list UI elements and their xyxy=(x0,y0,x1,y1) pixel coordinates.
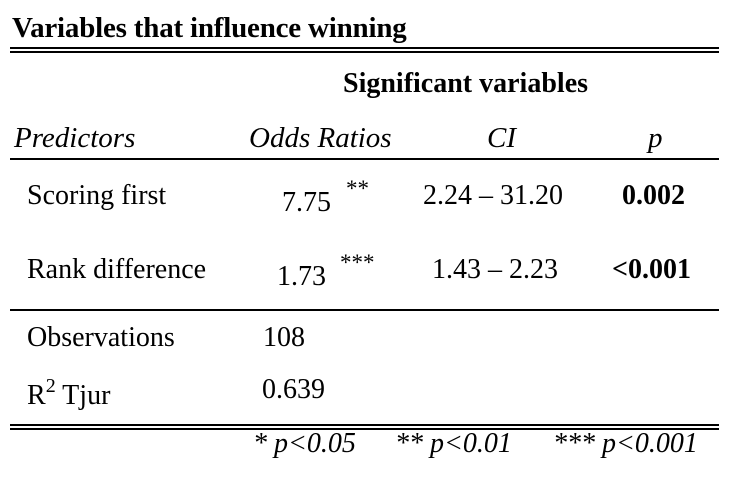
significance-stars: *** xyxy=(340,250,375,275)
p-value-cell: 0.002 xyxy=(622,180,685,211)
p-value-cell: <0.001 xyxy=(612,254,691,285)
title-rule-top xyxy=(10,47,719,49)
stats-rule xyxy=(10,309,719,311)
column-header-odds-ratios: Odds Ratios xyxy=(249,122,392,154)
predictor-cell: Rank difference xyxy=(27,254,207,285)
footnote-p05: * p<0.05 xyxy=(253,428,356,459)
column-header-p: p xyxy=(648,122,663,154)
table-title: Variables that influence winning xyxy=(12,12,407,44)
footnote-p001: *** p<0.001 xyxy=(553,428,698,459)
odds-ratio-cell: 7.75 xyxy=(282,187,331,218)
column-header-ci: CI xyxy=(487,122,516,154)
observations-value: 108 xyxy=(263,322,305,353)
bottom-rule-top xyxy=(10,424,719,426)
header-rule xyxy=(10,158,719,160)
odds-ratio-cell: 1.73 xyxy=(277,261,326,292)
bottom-rule-bottom xyxy=(10,428,719,430)
column-header-predictors: Predictors xyxy=(14,122,136,154)
observations-label: Observations xyxy=(27,322,175,353)
r2-value: 0.639 xyxy=(262,374,325,405)
significance-stars: ** xyxy=(346,176,369,201)
r2-label: R2 Tjur xyxy=(27,375,111,411)
title-rule-bottom xyxy=(10,51,719,53)
ci-cell: 1.43 – 2.23 xyxy=(432,254,558,285)
ci-cell: 2.24 – 31.20 xyxy=(423,180,563,211)
footnote-p01: ** p<0.01 xyxy=(395,428,512,459)
predictor-cell: Scoring first xyxy=(27,180,167,211)
model-header: Significant variables xyxy=(343,68,589,99)
